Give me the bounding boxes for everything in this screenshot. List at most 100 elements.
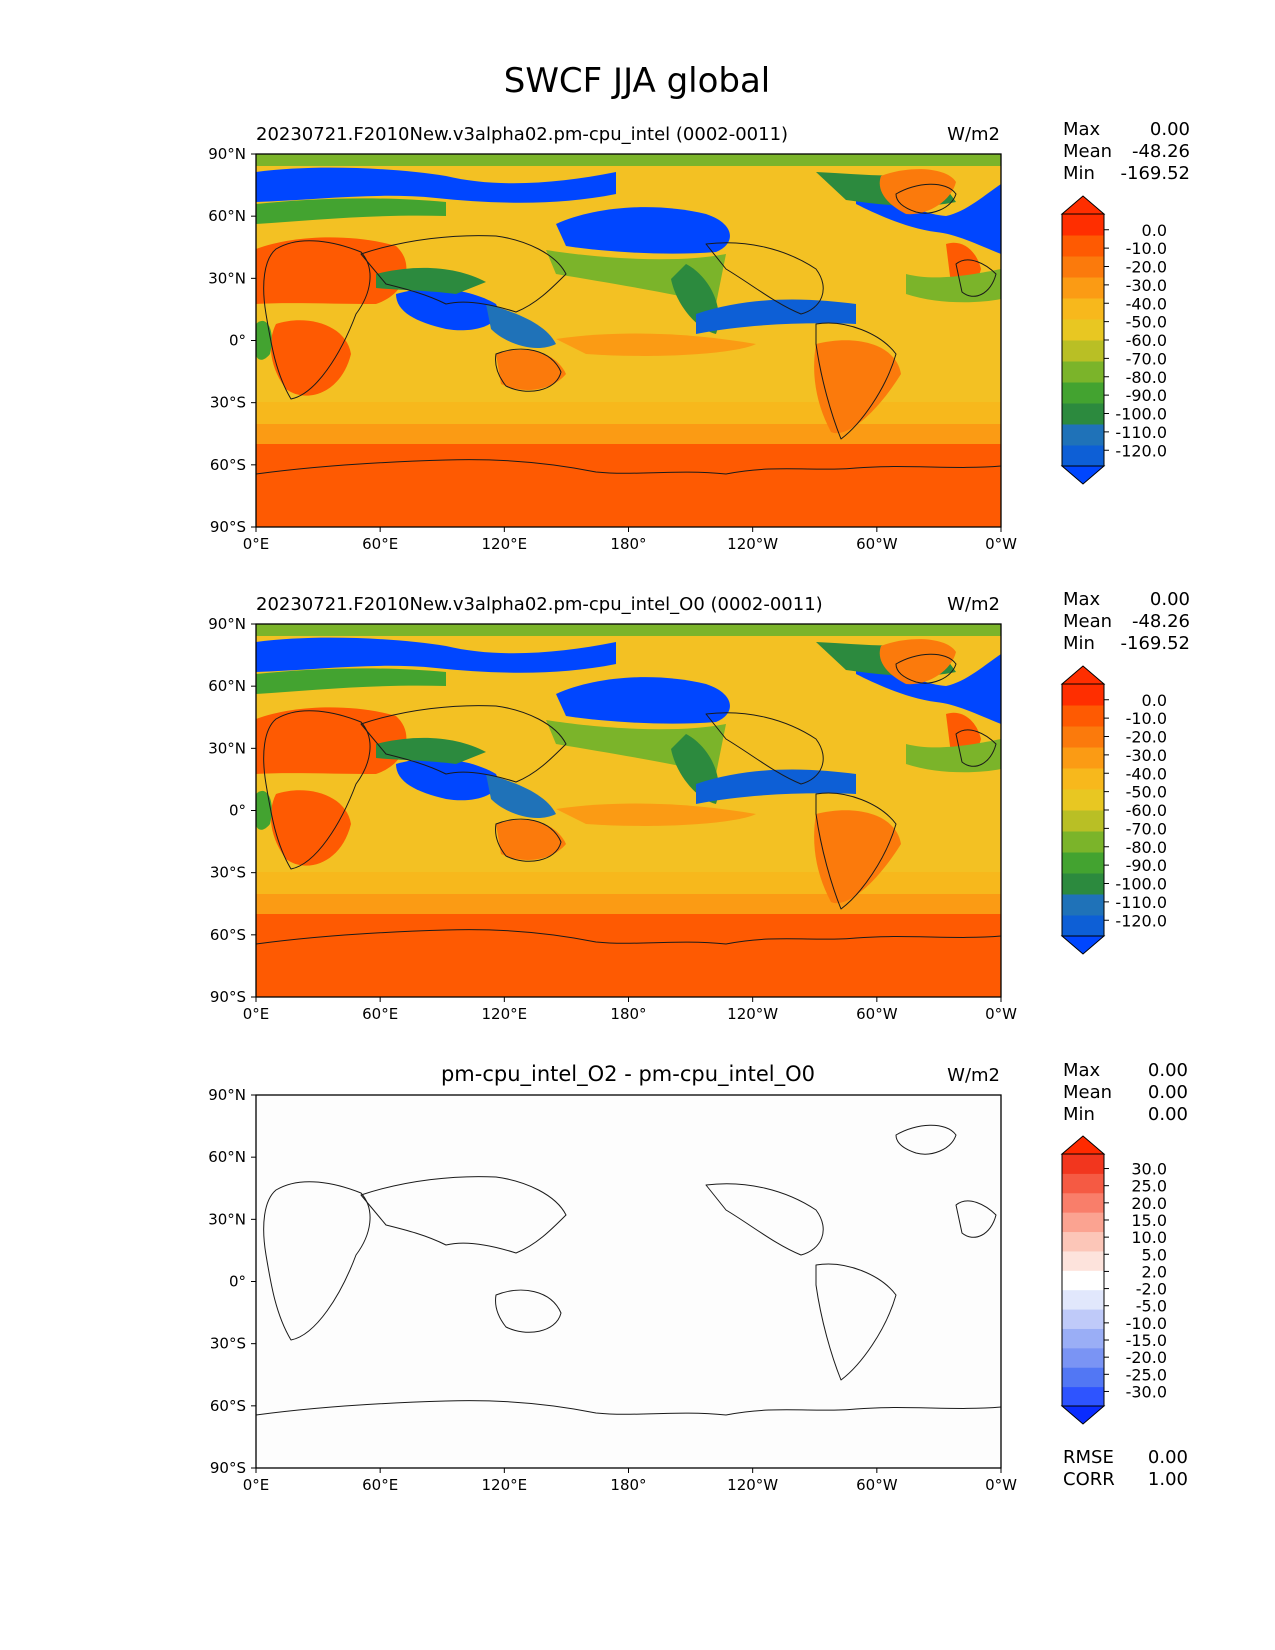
x-tick-label: 60°E: [362, 1005, 398, 1023]
colorbar-band: [1062, 256, 1104, 278]
y-tick-label: 60°N: [208, 677, 246, 695]
colorbar-label: 30.0: [1131, 1160, 1167, 1179]
x-tick-label: 180°: [610, 535, 646, 553]
colorbar-band: [1062, 726, 1104, 748]
panel-difference: pm-cpu_intel_O2 - pm-cpu_intel_O0 W/m2 0…: [208, 1060, 1188, 1494]
colorbar-band: [1062, 684, 1104, 706]
colorbar-label: -90.0: [1126, 386, 1167, 405]
y-tick-label: 0°: [229, 802, 246, 820]
colorbar-label: -10.0: [1126, 239, 1167, 258]
x-tick-label: 60°W: [856, 1005, 898, 1023]
panel-test-title: 20230721.F2010New.v3alpha02.pm-cpu_intel…: [256, 124, 788, 145]
x-tick-label: 180°: [610, 1005, 646, 1023]
stat-max-label: Max: [1063, 119, 1101, 140]
y-tick-label: 0°: [229, 1273, 246, 1291]
colorbar-band: [1062, 298, 1104, 320]
colorbar-label: -110.0: [1115, 423, 1167, 442]
x-tick-label: 60°W: [856, 1476, 898, 1494]
colorbar-label: -90.0: [1126, 856, 1167, 875]
y-tick-label: 90°N: [208, 615, 246, 633]
colorbar-reference: 0.0-10.0-20.0-30.0-40.0-50.0-60.0-70.0-8…: [1060, 665, 1167, 955]
yaxis-test: 90°N 60°N 30°N 0° 30°S 60°S 90°S: [208, 145, 256, 536]
colorbar-band: [1062, 424, 1104, 446]
colorbar-band: [1062, 340, 1104, 362]
y-tick-label: 60°S: [210, 456, 246, 474]
colorbar-label: -100.0: [1115, 405, 1167, 424]
x-tick-label: 60°W: [856, 535, 898, 553]
colorbar-label: -80.0: [1126, 838, 1167, 857]
colorbar-band: [1062, 214, 1104, 236]
panel-reference-units: W/m2: [947, 594, 1000, 615]
colorbar-label: -30.0: [1126, 1382, 1167, 1401]
y-tick-label: 60°S: [210, 926, 246, 944]
xaxis-difference: 0°E 60°E 120°E 180° 120°W 60°W 0°W: [243, 1468, 1017, 1494]
colorbar-difference: 30.025.020.015.010.05.02.0-2.0-5.0-10.0-…: [1060, 1135, 1167, 1425]
y-tick-label: 90°S: [210, 988, 246, 1006]
colorbar-band: [1062, 382, 1104, 404]
colorbar-label: -50.0: [1126, 783, 1167, 802]
colorbar-label: 25.0: [1131, 1177, 1167, 1196]
colorbar-label: -15.0: [1126, 1331, 1167, 1350]
colorbar-band: [1062, 915, 1104, 937]
colorbar-band: [1062, 789, 1104, 811]
colorbar-band: [1062, 768, 1104, 790]
colorbar-band: [1062, 1367, 1104, 1388]
colorbar-band: [1062, 1250, 1104, 1271]
colorbar-band: [1062, 1192, 1104, 1213]
map-reference: 0°E 60°E 120°E 180° 120°W 60°W 0°W 90°N 60°N 30°…: [208, 615, 1017, 1023]
colorbar-label: -10.0: [1126, 709, 1167, 728]
panel-difference-units: W/m2: [947, 1065, 1000, 1086]
y-tick-label: 0°: [229, 332, 246, 350]
colorbar-label: -60.0: [1126, 801, 1167, 820]
colorbar-frame: [1061, 1153, 1105, 1407]
colorbar-extend-top: [1060, 195, 1106, 215]
colorbar-band: [1062, 873, 1104, 895]
colorbar-band: [1062, 319, 1104, 341]
colorbar-band: [1062, 445, 1104, 467]
x-tick-label: 0°E: [243, 535, 270, 553]
stat-rmse-value: 0.00: [1148, 1447, 1188, 1468]
x-tick-label: 120°E: [482, 1005, 528, 1023]
colorbar-band: [1062, 1270, 1104, 1291]
stat-max-value: 0.00: [1148, 1060, 1188, 1081]
colorbar-label: -20.0: [1126, 258, 1167, 277]
colorbar-band: [1062, 747, 1104, 769]
panel-difference-title: pm-cpu_intel_O2 - pm-cpu_intel_O0: [441, 1062, 815, 1087]
field-difference: [256, 1095, 1001, 1468]
x-tick-label: 0°W: [985, 1476, 1017, 1494]
y-tick-label: 30°S: [210, 394, 246, 412]
colorbar-band: [1062, 277, 1104, 299]
x-tick-label: 120°E: [482, 535, 528, 553]
stat-min-value: -169.52: [1121, 163, 1190, 184]
stat-min-value: -169.52: [1121, 633, 1190, 654]
xaxis-reference: 0°E 60°E 120°E 180° 120°W 60°W 0°W: [243, 997, 1017, 1023]
colorbar-label: -70.0: [1126, 349, 1167, 368]
y-tick-label: 30°N: [208, 269, 246, 287]
x-tick-label: 60°E: [362, 1476, 398, 1494]
x-tick-label: 120°W: [727, 1476, 778, 1494]
colorbar-label: -30.0: [1126, 746, 1167, 765]
stat-max-value: 0.00: [1150, 589, 1190, 610]
colorbar-test: 0.0-10.0-20.0-30.0-40.0-50.0-60.0-70.0-8…: [1060, 195, 1167, 485]
panel-test-units: W/m2: [947, 124, 1000, 145]
colorbar-label: -30.0: [1126, 276, 1167, 295]
y-tick-label: 30°N: [208, 739, 246, 757]
y-tick-label: 60°N: [208, 207, 246, 225]
stat-corr-label: CORR: [1063, 1469, 1115, 1490]
colorbar-band: [1062, 894, 1104, 916]
colorbar-label: 10.0: [1131, 1228, 1167, 1247]
stat-min-value: 0.00: [1148, 1104, 1188, 1125]
yaxis-difference: 90°N 60°N 30°N 0° 30°S 60°S 90°S: [208, 1086, 256, 1477]
colorbar-label: -40.0: [1126, 764, 1167, 783]
colorbar-label: -2.0: [1136, 1280, 1167, 1299]
y-tick-label: 90°S: [210, 1459, 246, 1477]
stat-min-label: Min: [1063, 1104, 1095, 1125]
colorbar-label: -120.0: [1115, 911, 1167, 930]
colorbar-label: -110.0: [1115, 893, 1167, 912]
stats-test: Max 0.00 Mean -48.26 Min -169.52: [1063, 119, 1190, 184]
colorbar-band: [1062, 1309, 1104, 1329]
map-test: 0°E 60°E 120°E 180° 120°W 60°W 0°W 90°N 60°N 30°…: [208, 145, 1017, 553]
colorbar-label: 0.0: [1142, 221, 1167, 240]
colorbar-label: 20.0: [1131, 1194, 1167, 1213]
